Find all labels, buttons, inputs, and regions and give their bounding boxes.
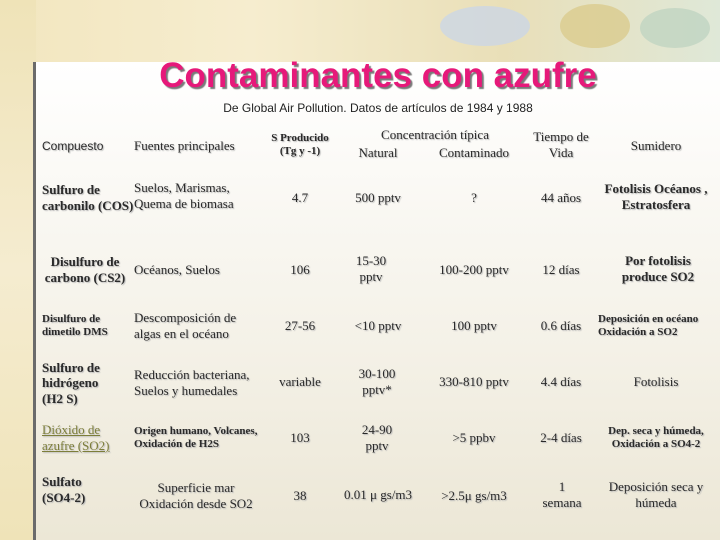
- row-tiempo: 0.6 días: [540, 318, 582, 334]
- row-compuesto: Disulfuro de dimetilo DMS: [42, 312, 108, 338]
- row-compuesto: Sulfato (SO4-2): [42, 474, 86, 505]
- header-sumidero: Sumidero: [630, 138, 682, 154]
- row-natural: <10 pptv: [354, 318, 402, 334]
- row-natural: 500 pptv: [355, 190, 401, 206]
- row-sumidero: Fotolisis Océanos , Estratosfera: [604, 181, 708, 212]
- header-fuentes: Fuentes principales: [134, 138, 235, 154]
- row-producido: 27-56: [284, 318, 316, 334]
- page-subtitle: De Global Air Pollution. Datos de artícu…: [223, 101, 533, 115]
- row-contaminado: >5 ppbv: [452, 430, 496, 446]
- row-contaminado: 100-200 pptv: [439, 262, 509, 278]
- row-producido: 106: [290, 262, 310, 278]
- header-concentracion: Concentración típica: [381, 127, 489, 143]
- header-contaminado: Contaminado: [438, 145, 510, 161]
- row-compuesto: Dióxido de azufre (SO2): [42, 422, 110, 453]
- decorative-flower-image: [640, 8, 710, 48]
- decorative-flower-image: [440, 6, 530, 46]
- row-sumidero: Por fotolisis produce SO2: [621, 253, 695, 284]
- row-compuesto: Disulfuro de carbono (CS2): [44, 254, 126, 285]
- page-title: Contaminantes con azufre: [159, 56, 597, 95]
- row-natural: 24-90 pptv: [361, 422, 393, 453]
- header-tiempo: Tiempo de Vida: [533, 129, 589, 160]
- row-fuentes: Suelos, Marismas, Quema de biomasa: [134, 180, 234, 211]
- row-sumidero: Dep. seca y húmeda, Oxidación a SO4-2: [608, 424, 704, 450]
- row-sumidero: Deposición seca y húmeda: [608, 479, 704, 510]
- row-contaminado: ?: [471, 190, 477, 206]
- row-fuentes: Océanos, Suelos: [134, 262, 220, 278]
- row-fuentes: Superficie mar Oxidación desde SO2: [139, 480, 253, 511]
- row-contaminado: >2.5μ gs/m3: [441, 488, 507, 504]
- header-natural: Natural: [358, 145, 398, 161]
- row-fuentes: Origen humano, Volcanes, Oxidación de H2…: [134, 424, 258, 450]
- row-compuesto: Sulfuro de hidrógeno (H2 S): [42, 359, 100, 406]
- content-panel: [36, 62, 720, 540]
- row-compuesto: Sulfuro de carbonilo (COS): [42, 182, 134, 213]
- row-tiempo: 44 años: [540, 190, 582, 206]
- row-natural: 30-100 pptv*: [358, 366, 396, 397]
- row-sumidero: Deposición en océano Oxidación a SO2: [598, 312, 699, 338]
- row-natural: 15-30 pptv: [355, 253, 387, 284]
- row-natural: 0.01 μ gs/m3: [343, 487, 412, 503]
- row-producido: 38: [293, 488, 307, 504]
- row-tiempo: 2-4 días: [540, 430, 582, 446]
- row-contaminado: 100 pptv: [451, 318, 497, 334]
- header-compuesto: Compuesto: [42, 138, 104, 153]
- row-tiempo: 4.4 días: [540, 374, 582, 390]
- row-tiempo: 12 días: [542, 262, 580, 278]
- decorative-side-strip: [0, 0, 36, 540]
- row-contaminado: 330-810 pptv: [439, 374, 509, 390]
- row-sumidero: Fotolisis: [633, 374, 679, 390]
- row-producido: variable: [279, 374, 321, 390]
- header-producido: S Producido (Tg y -1): [271, 131, 329, 157]
- row-fuentes: Descomposición de algas en el océano: [134, 310, 237, 341]
- row-producido: 103: [290, 430, 310, 446]
- row-producido: 4.7: [291, 190, 309, 206]
- decorative-flower-image: [560, 4, 630, 48]
- row-fuentes: Reducción bacteriana, Suelos y humedales: [134, 367, 250, 398]
- row-tiempo: 1 semana: [542, 479, 582, 510]
